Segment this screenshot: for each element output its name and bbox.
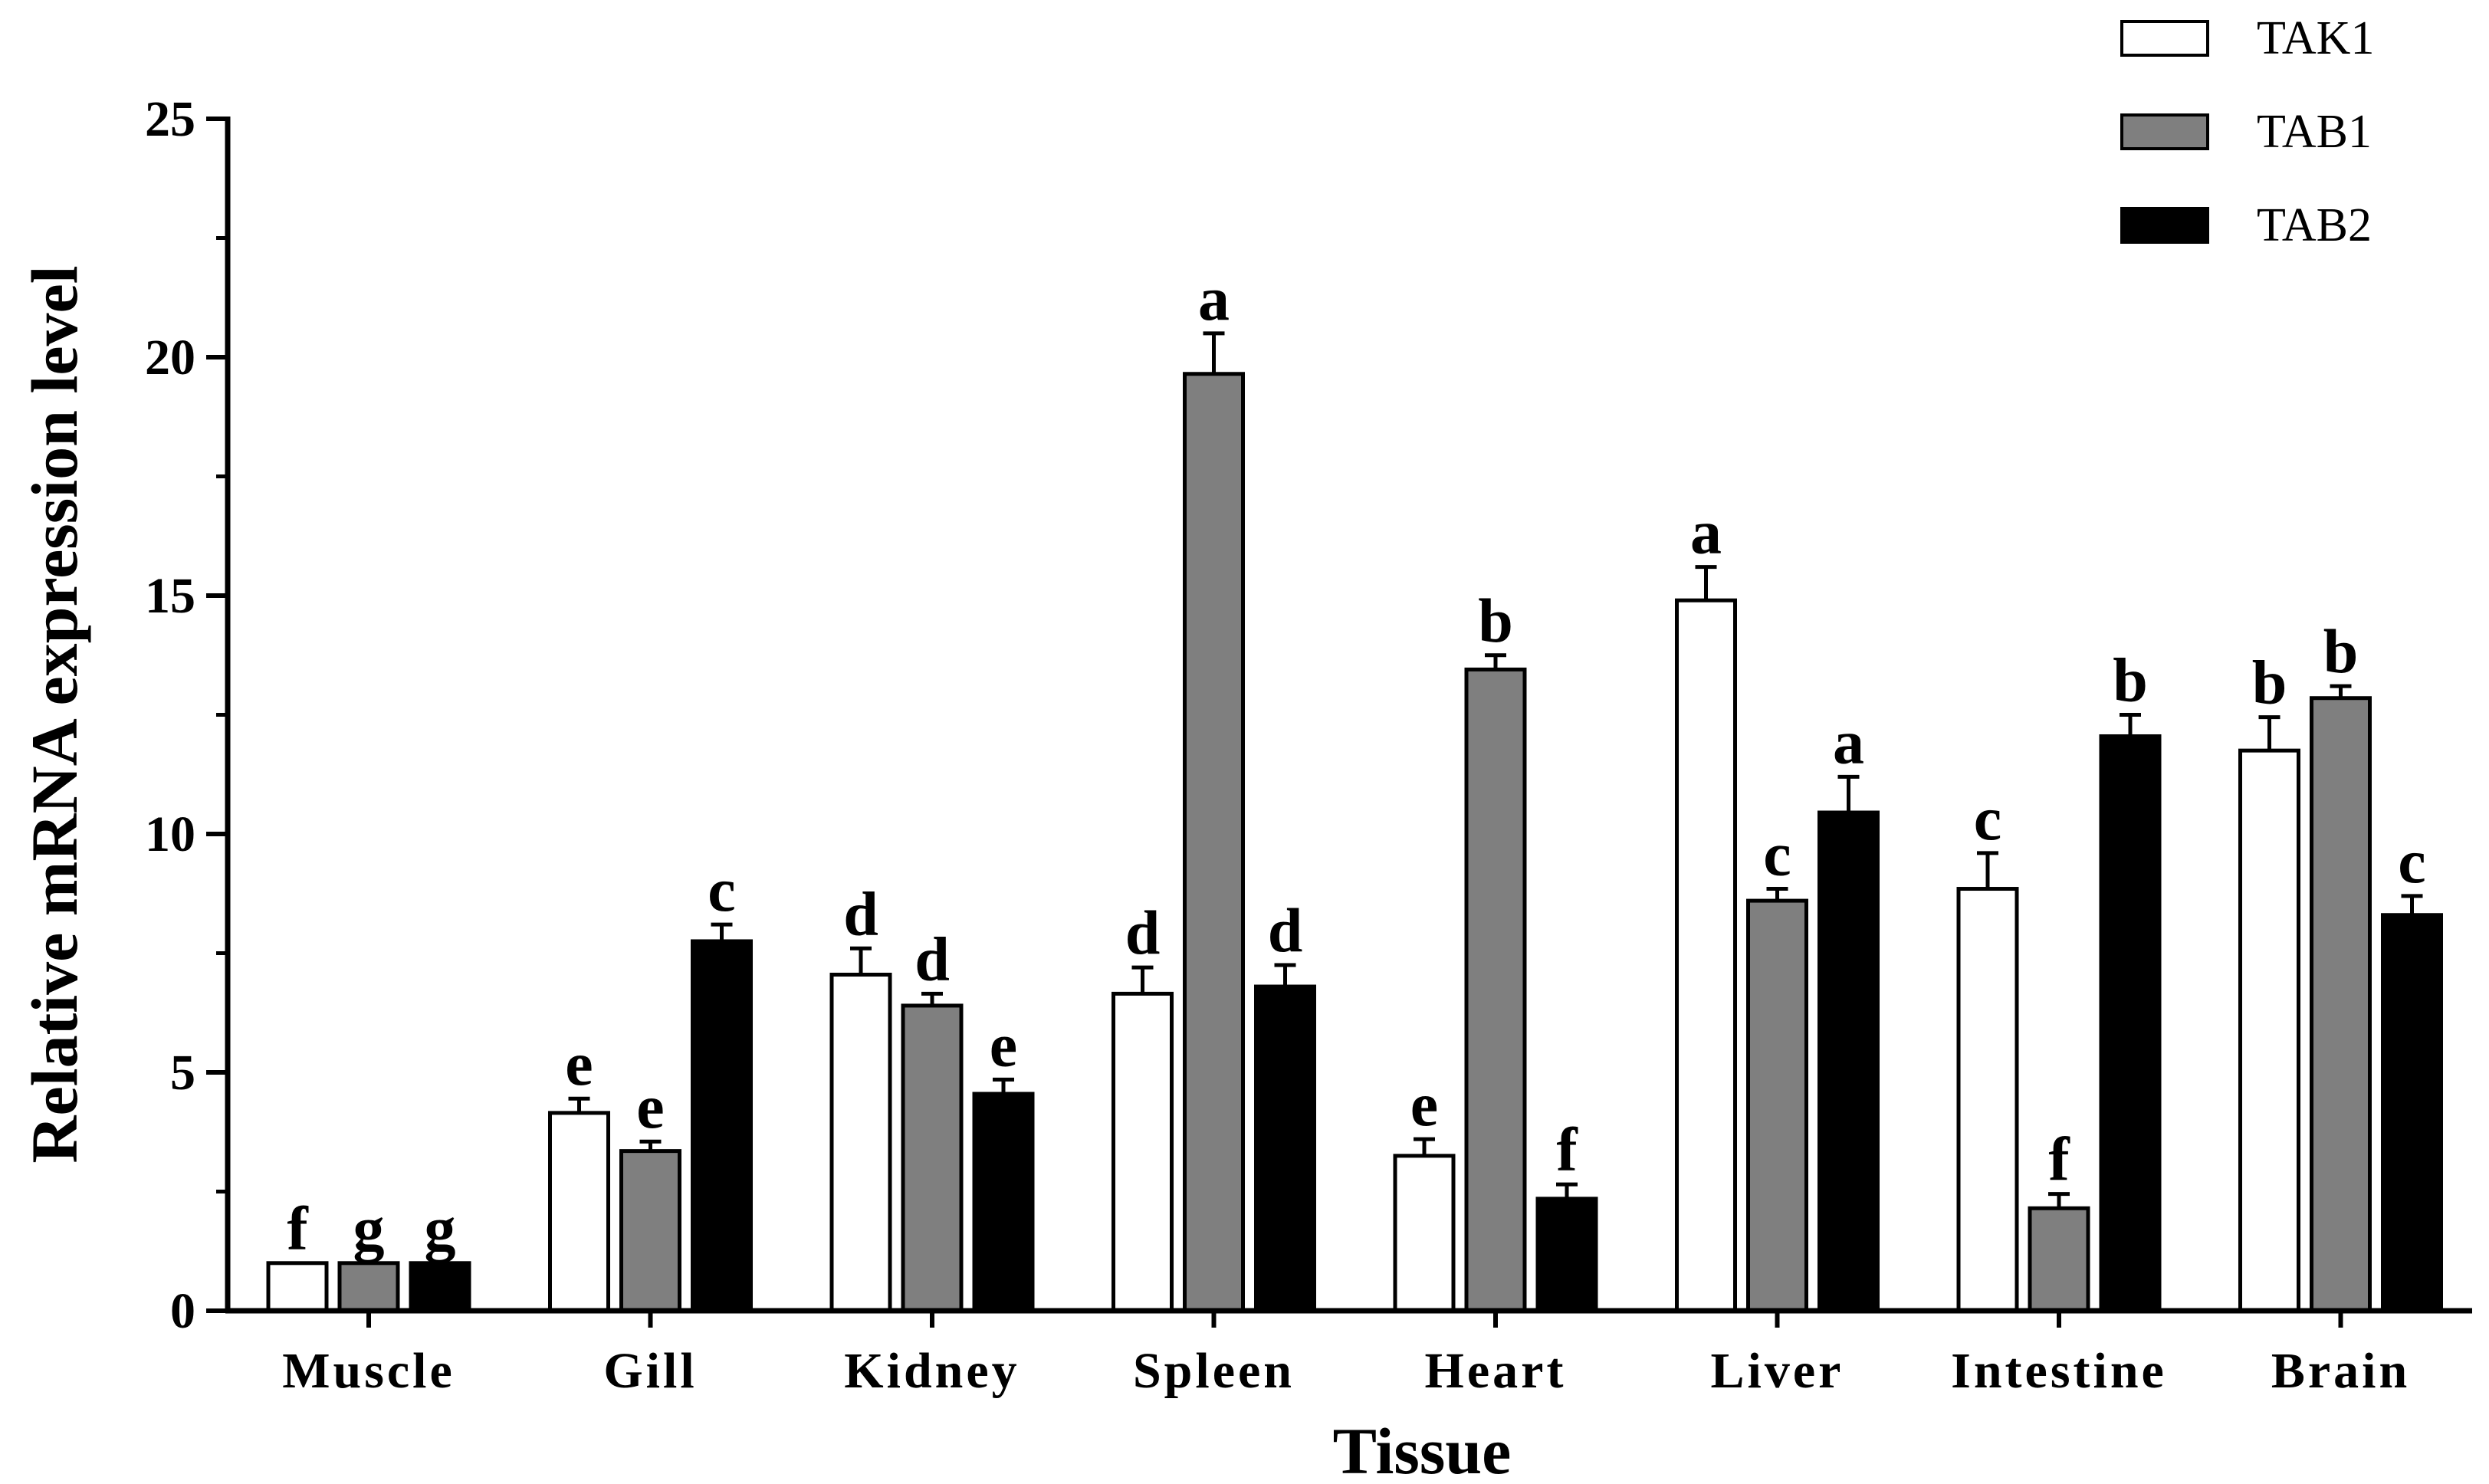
significance-label: c — [2398, 826, 2425, 896]
significance-label: c — [708, 855, 735, 924]
significance-label: c — [1974, 783, 2001, 853]
x-tick-label: Kidney — [844, 1343, 1020, 1399]
bar-tak1-heart — [1393, 1154, 1456, 1313]
legend-swatch-tak1 — [2120, 20, 2209, 57]
y-tick-label: 10 — [145, 806, 195, 862]
significance-label: f — [2048, 1124, 2070, 1194]
x-tick-label: Muscle — [282, 1343, 455, 1399]
bar-tab1-heart — [1464, 667, 1527, 1313]
y-tick-label: 25 — [145, 91, 195, 147]
bars-layer — [266, 331, 2443, 1313]
x-tick-label: Gill — [603, 1343, 697, 1399]
bar-tab1-kidney — [901, 1003, 964, 1313]
bar-tak1-spleen — [1112, 991, 1174, 1313]
bar-tak1-brain — [2238, 748, 2300, 1313]
significance-label: e — [636, 1072, 664, 1141]
significance-label: c — [1763, 819, 1791, 889]
y-tick-label: 5 — [170, 1045, 195, 1101]
y-tick-label: 15 — [145, 568, 195, 624]
bar-tab1-intestine — [2028, 1206, 2090, 1313]
significance-label: b — [2113, 645, 2148, 715]
significance-label: d — [914, 924, 950, 993]
significance-label: f — [1556, 1115, 1578, 1184]
bar-tab2-intestine — [2099, 734, 2162, 1313]
x-tick-label: Liver — [1711, 1343, 1844, 1399]
significance-label: f — [287, 1193, 309, 1263]
bar-tak1-gill — [548, 1111, 610, 1313]
x-tick-label: Spleen — [1133, 1343, 1295, 1399]
significance-label: a — [1198, 264, 1230, 333]
bar-tab1-brain — [2310, 696, 2372, 1313]
significance-label: a — [1833, 707, 1864, 776]
significance-label: d — [843, 878, 878, 948]
bar-tak1-liver — [1675, 598, 1737, 1313]
legend-swatch-tab1 — [2120, 113, 2209, 150]
y-tick-label: 0 — [170, 1283, 195, 1339]
bar-tab1-muscle — [337, 1261, 400, 1313]
x-axis-title: Tissue — [1333, 1414, 1512, 1484]
bar-tab2-gill — [691, 939, 753, 1313]
bar-tab2-liver — [1817, 810, 1880, 1313]
bar-tab2-brain — [2381, 913, 2443, 1313]
significance-label: e — [1410, 1069, 1438, 1139]
bar-tak1-kidney — [829, 972, 892, 1313]
x-tick-label: Heart — [1425, 1343, 1567, 1399]
significance-label: d — [1268, 895, 1303, 965]
y-tick-label: 20 — [145, 330, 195, 386]
legend-swatch-tab2 — [2120, 207, 2209, 244]
significance-label: g — [425, 1193, 456, 1263]
bar-tab2-kidney — [972, 1092, 1035, 1313]
bar-tak1-intestine — [1956, 887, 2019, 1313]
legend-label-tab1: TAB1 — [2257, 106, 2372, 158]
significance-label: e — [565, 1029, 593, 1098]
significance-label: b — [2323, 616, 2359, 686]
y-axis-title: Relative mRNA expression level — [18, 265, 91, 1163]
bar-tab2-heart — [1535, 1197, 1598, 1313]
legend-label-tab2: TAB2 — [2257, 199, 2372, 251]
significance-label: e — [990, 1010, 1017, 1079]
significance-label: a — [1690, 497, 1722, 567]
bar-tab2-muscle — [409, 1261, 471, 1313]
significance-label: g — [353, 1193, 385, 1263]
legend: TAK1 TAB1 TAB2 — [2120, 12, 2374, 251]
significance-label: b — [1478, 586, 1513, 655]
x-tick-label: Brain — [2271, 1343, 2410, 1399]
bar-tab1-gill — [619, 1149, 681, 1313]
bar-tab2-spleen — [1254, 984, 1316, 1313]
axes-layer: Muscle Gill Kidney Spleen Heart Liver Intestin… — [145, 91, 2472, 1399]
bar-tak1-muscle — [266, 1261, 329, 1313]
bar-tab1-liver — [1746, 898, 1808, 1313]
bar-tab1-spleen — [1183, 372, 1245, 1313]
significance-label: b — [2252, 648, 2287, 717]
significance-label: d — [1125, 898, 1161, 967]
legend-label-tak1: TAK1 — [2257, 12, 2374, 64]
x-tick-label: Intestine — [1951, 1343, 2167, 1399]
